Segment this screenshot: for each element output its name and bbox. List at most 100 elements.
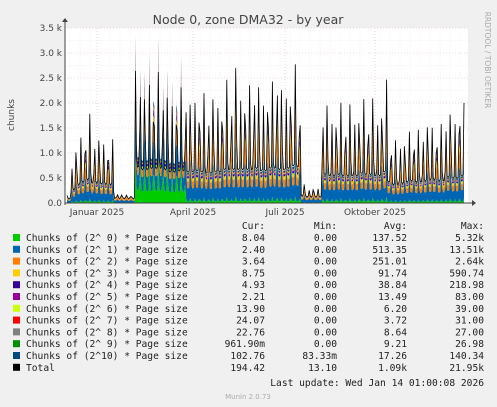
y-axis-arrow xyxy=(62,18,68,22)
legend-value: 27.00 xyxy=(455,327,484,338)
legend-value: 13.51k xyxy=(449,245,484,256)
legend-value: 137.52 xyxy=(372,233,407,244)
y-tick-label: 3.5 k xyxy=(40,24,63,34)
legend-swatch xyxy=(13,328,20,336)
legend-value: 21.95k xyxy=(449,363,484,374)
y-axis-label: chunks xyxy=(7,99,17,131)
legend-series-name: Chunks of (2^ 7) * Page size xyxy=(26,316,188,327)
y-tick-label: 1.0 k xyxy=(40,149,63,159)
legend-value: 4.93 xyxy=(242,280,265,291)
legend-swatch xyxy=(13,257,20,265)
legend-value: 13.49 xyxy=(378,292,407,303)
legend-value: 3.64 xyxy=(242,257,265,268)
legend-value: 251.01 xyxy=(372,257,407,268)
legend-value: 24.07 xyxy=(236,316,265,327)
legend-series-name: Chunks of (2^ 9) * Page size xyxy=(26,339,188,350)
x-tick-label: Juli 2025 xyxy=(264,208,304,218)
legend-swatch xyxy=(13,281,20,289)
legend-value: 6.20 xyxy=(384,304,407,315)
legend-swatch xyxy=(13,245,20,253)
legend-value: 17.26 xyxy=(378,351,407,362)
legend-value: 91.74 xyxy=(378,268,407,279)
legend-value: 0.00 xyxy=(314,292,337,303)
legend-value: 31.00 xyxy=(455,316,484,327)
legend-value: 8.64 xyxy=(384,327,407,338)
legend-value: 0.00 xyxy=(314,268,337,279)
legend-column-header: Max: xyxy=(461,221,484,232)
x-tick-label: April 2025 xyxy=(170,208,216,218)
x-axis-arrow xyxy=(472,200,476,206)
area-layer xyxy=(67,156,464,203)
legend-value: 38.84 xyxy=(378,280,407,291)
legend-series-name: Chunks of (2^ 4) * Page size xyxy=(26,280,188,291)
legend-series-name: Total xyxy=(26,363,55,374)
legend-series-name: Chunks of (2^ 5) * Page size xyxy=(26,292,188,303)
legend-column-header: Avg: xyxy=(384,221,407,232)
chart-title: Node 0, zone DMA32 - by year xyxy=(153,12,345,27)
legend-series-name: Chunks of (2^ 3) * Page size xyxy=(26,268,188,279)
legend-column-header: Min: xyxy=(314,221,337,232)
y-tick-label: 3.0 k xyxy=(40,49,63,59)
legend-series-name: Chunks of (2^ 1) * Page size xyxy=(26,245,188,256)
legend-table: Cur: Min: Avg: Max: Chunks of (2^ 0) * Page … xyxy=(13,221,484,374)
legend-value: 8.04 xyxy=(242,233,265,244)
x-tick-label: Oktober 2025 xyxy=(344,208,406,218)
legend-swatch xyxy=(13,304,20,312)
legend-value: 83.33m xyxy=(302,351,337,362)
y-tick-label: 0.5 k xyxy=(40,174,63,184)
stacked-areas xyxy=(66,36,465,203)
legend-value: 3.72 xyxy=(384,316,407,327)
legend-value: 2.21 xyxy=(242,292,265,303)
legend-value: 0.00 xyxy=(314,304,337,315)
x-tick-labels: Januar 2025 April 2025 Juli 2025 Oktober 20… xyxy=(69,208,406,218)
legend-series-name: Chunks of (2^ 0) * Page size xyxy=(26,233,188,244)
legend-value: 590.74 xyxy=(449,268,484,279)
last-update-text: Last update: Wed Jan 14 01:00:08 2026 xyxy=(270,378,484,389)
legend-value: 0.00 xyxy=(314,327,337,338)
legend-value: 13.90 xyxy=(236,304,265,315)
legend-swatch xyxy=(13,340,20,348)
legend-value: 513.35 xyxy=(372,245,407,256)
legend-value: 26.98 xyxy=(455,339,484,350)
legend-value: 961.90m xyxy=(225,339,266,350)
area-layer xyxy=(67,59,464,201)
legend-value: 39.00 xyxy=(455,304,484,315)
axes xyxy=(62,18,476,206)
legend-value: 13.10 xyxy=(308,363,337,374)
legend-column-header: Cur: xyxy=(242,221,265,232)
legend-value: 0.00 xyxy=(314,339,337,350)
legend-value: 0.00 xyxy=(314,316,337,327)
legend-value: 22.76 xyxy=(236,327,265,338)
legend-value: 1.09k xyxy=(378,363,407,374)
legend-series-name: Chunks of (2^ 6) * Page size xyxy=(26,304,188,315)
legend-value: 102.76 xyxy=(230,351,265,362)
legend-value: 8.75 xyxy=(242,268,265,279)
legend-swatch xyxy=(13,363,20,371)
legend-series-name: Chunks of (2^10) * Page size xyxy=(26,351,188,362)
legend-value: 0.00 xyxy=(314,245,337,256)
legend-value: 0.00 xyxy=(314,280,337,291)
munin-version: Munin 2.0.73 xyxy=(225,393,271,401)
legend-value: 83.00 xyxy=(455,292,484,303)
legend-value: 9.21 xyxy=(384,339,407,350)
legend-value: 218.98 xyxy=(449,280,484,291)
y-tick-label: 2.5 k xyxy=(40,74,63,84)
y-tick-labels: 0.0 0.5 k 1.0 k 1.5 k 2.0 k 2.5 k 3.0 k 3.5 k xyxy=(40,24,63,209)
legend-swatch xyxy=(13,234,20,241)
side-watermark: RRDTOOL / TOBI OETIKER xyxy=(483,12,492,109)
area-layer xyxy=(67,101,464,203)
legend-swatch xyxy=(13,269,20,277)
legend-swatch xyxy=(13,352,20,359)
legend-value: 194.42 xyxy=(230,363,265,374)
legend-series-name: Chunks of (2^ 8) * Page size xyxy=(26,327,188,338)
legend-value: 0.00 xyxy=(314,257,337,268)
legend-value: 0.00 xyxy=(314,233,337,244)
y-tick-label: 0.0 xyxy=(48,199,63,209)
legend-series-name: Chunks of (2^ 2) * Page size xyxy=(26,257,188,268)
legend-swatch xyxy=(13,293,20,300)
legend-value: 2.40 xyxy=(242,245,265,256)
x-tick-label: Januar 2025 xyxy=(69,208,125,218)
legend-value: 2.64k xyxy=(455,257,484,268)
legend-value: 5.32k xyxy=(455,233,484,244)
